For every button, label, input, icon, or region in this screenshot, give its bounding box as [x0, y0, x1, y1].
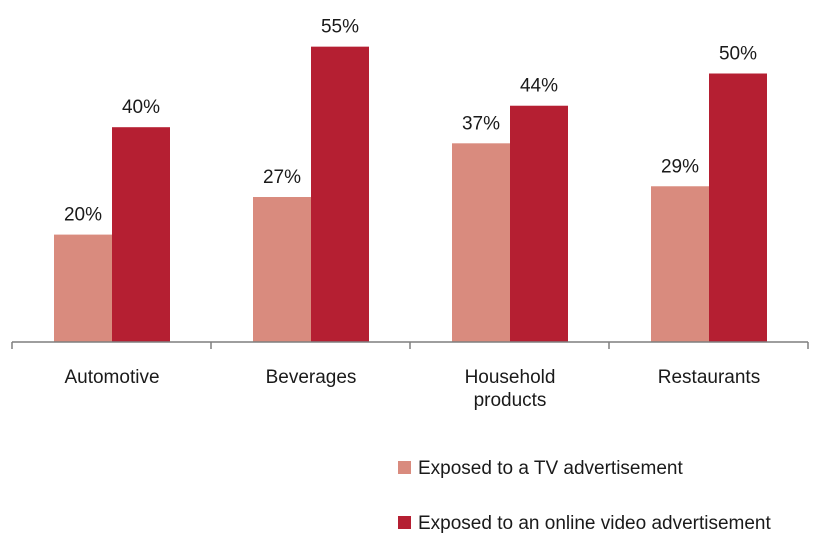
legend: Exposed to a TV advertisement Exposed to…: [398, 458, 772, 534]
bar-tv-2: [452, 143, 510, 342]
value-label: 50%: [719, 44, 757, 65]
legend-item-online-video: Exposed to an online video advertisement: [398, 513, 772, 534]
category-label-line: Restaurants: [658, 367, 760, 388]
value-label: 37%: [462, 113, 500, 134]
legend-label-tv: Exposed to a TV advertisement: [418, 458, 683, 479]
bar-tv-3: [651, 186, 709, 342]
bar-online-video-0: [112, 127, 170, 342]
value-label: 29%: [661, 156, 699, 177]
bar-online-video-2: [510, 105, 568, 342]
bar-tv-0: [54, 234, 112, 342]
bars-group: [54, 46, 767, 343]
bar-online-video-3: [709, 73, 767, 342]
category-labels-group: Automotive Beverages Household products Rest…: [64, 367, 760, 411]
bar-online-video-1: [311, 46, 369, 343]
legend-swatch-tv: [398, 461, 411, 474]
category-label: Automotive: [64, 367, 159, 388]
category-label: Beverages: [266, 367, 357, 388]
category-label-line: Household: [465, 367, 556, 388]
bar-tv-1: [253, 197, 311, 342]
legend-label-online-video: Exposed to an online video advertisement: [418, 513, 772, 534]
category-label: Household products: [465, 367, 556, 411]
category-label: Restaurants: [658, 367, 760, 388]
category-label-line: Beverages: [266, 367, 357, 388]
category-label-line: Automotive: [64, 367, 159, 388]
value-label: 55%: [321, 17, 359, 38]
value-label: 27%: [263, 167, 301, 188]
value-label: 40%: [122, 97, 160, 118]
value-labels-group: 20% 27% 37% 29% 40% 55% 44% 50%: [64, 17, 757, 226]
legend-item-tv: Exposed to a TV advertisement: [398, 458, 683, 479]
category-label-line: products: [474, 390, 547, 411]
value-label: 44%: [520, 76, 558, 97]
x-axis: [11, 341, 809, 349]
legend-swatch-online-video: [398, 516, 411, 529]
value-label: 20%: [64, 205, 102, 226]
